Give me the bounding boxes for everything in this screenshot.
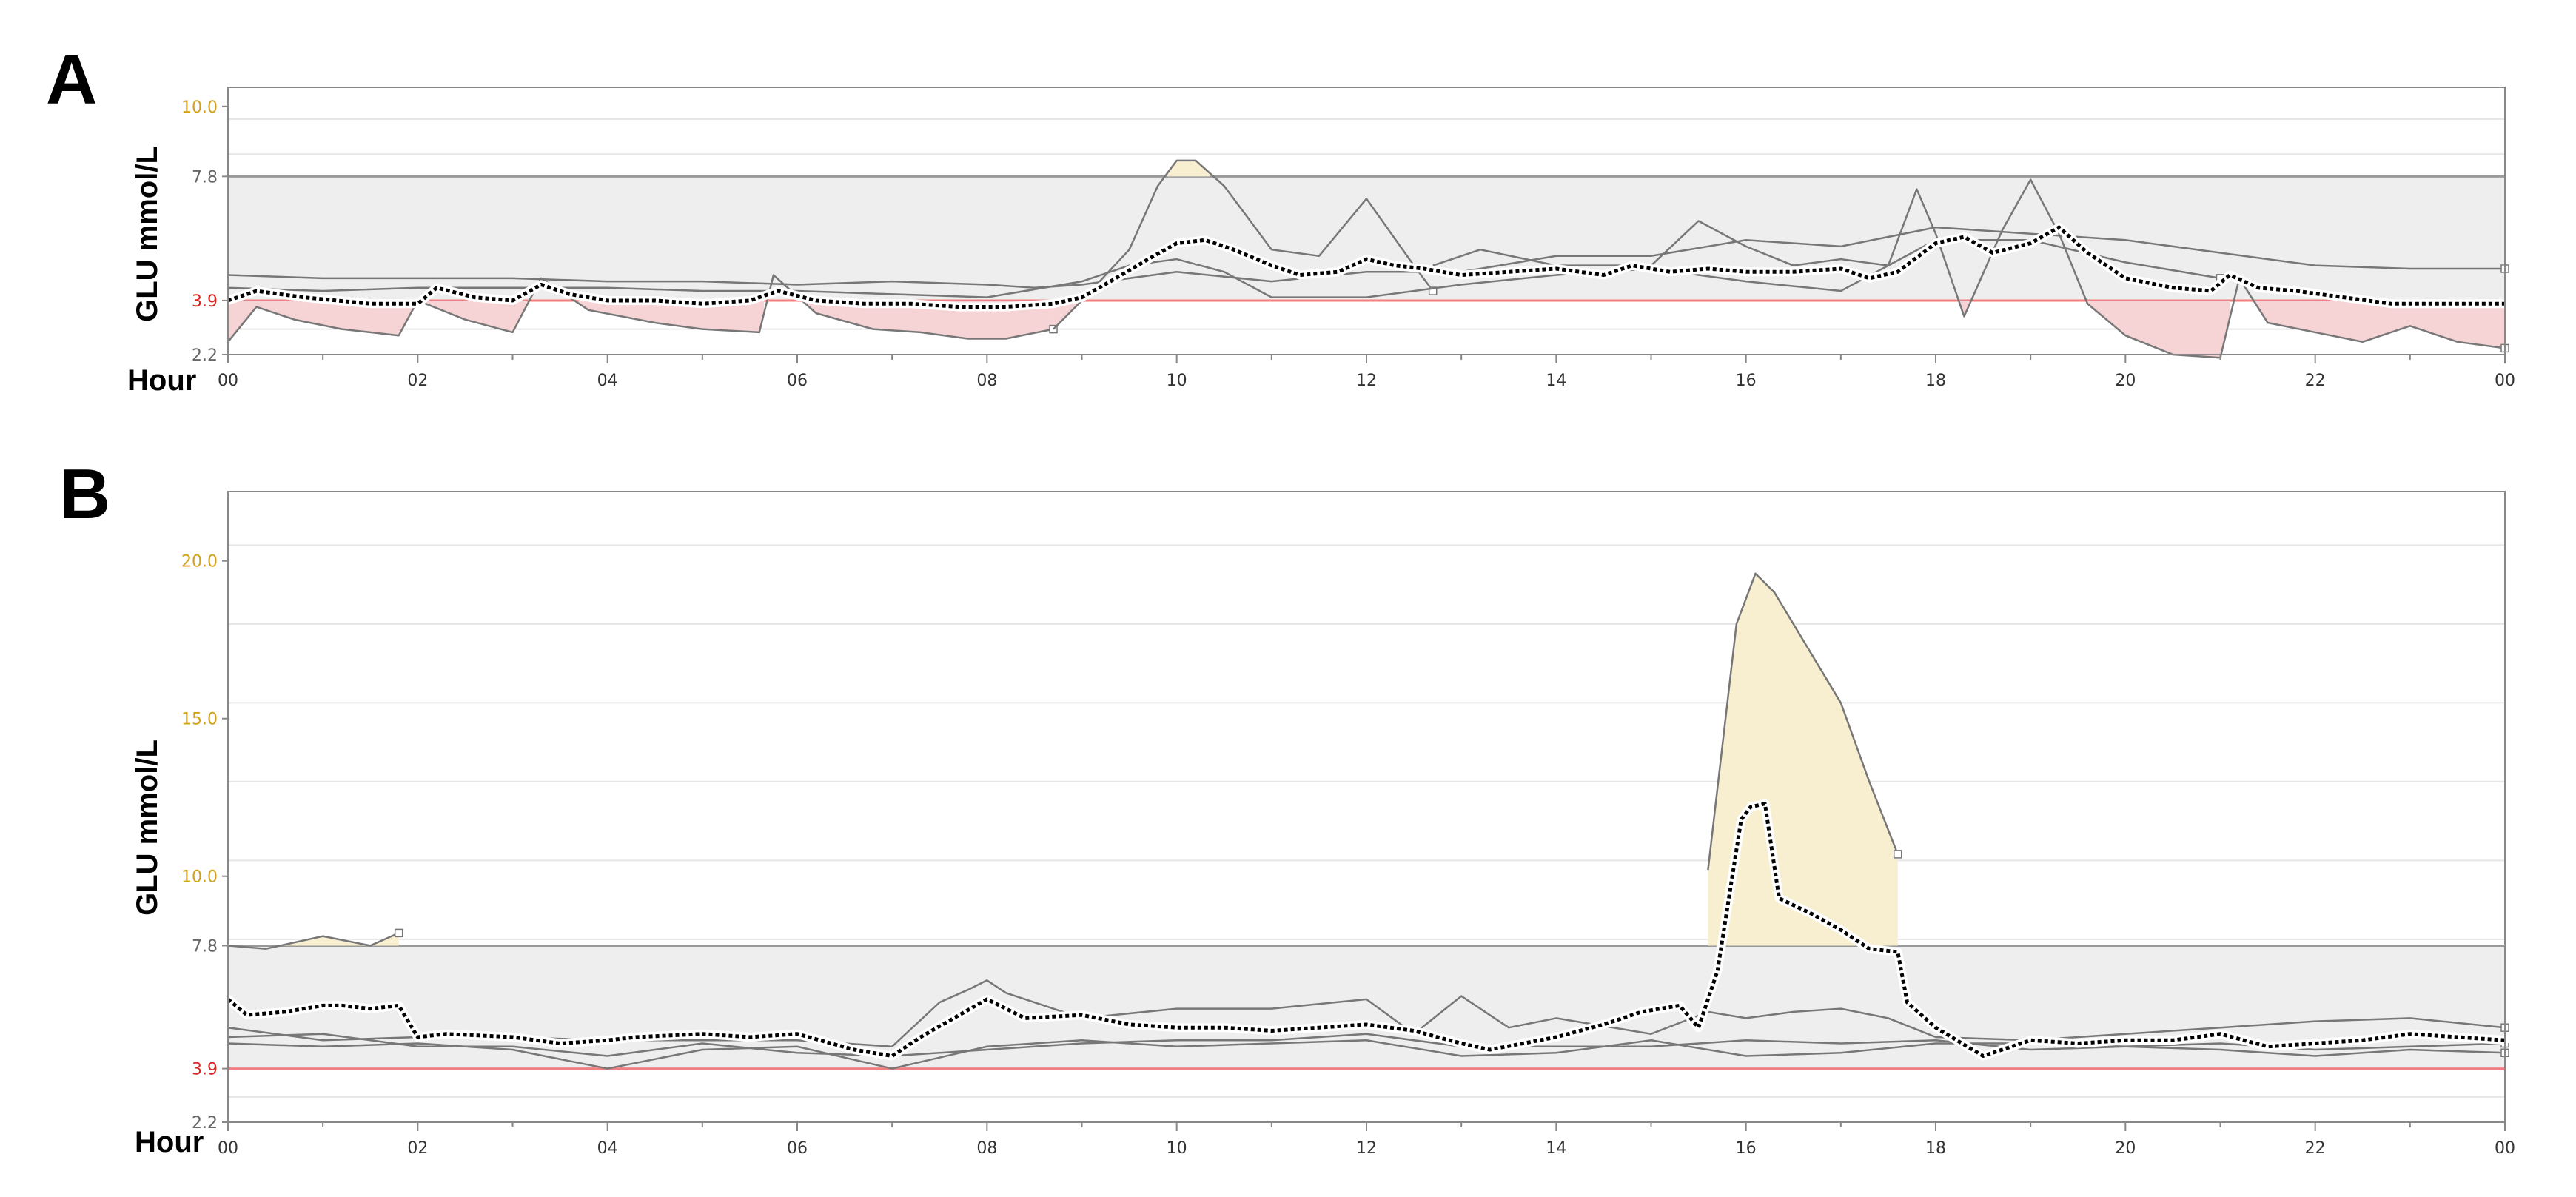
panel-b-x-tick-label: 10 bbox=[1167, 1139, 1187, 1158]
panel-a-trace-line-5 bbox=[227, 239, 2221, 298]
panel-b: B GLU mmol/L Hour 2.2 3.9 7.8 10.0 15.0 20.0 0… bbox=[59, 455, 2515, 1159]
panel-b-y-axis-title: GLU mmol/L bbox=[131, 740, 164, 916]
panel-a-median-line bbox=[227, 225, 2505, 309]
panel-a-x-tick-label: 04 bbox=[597, 372, 618, 390]
panel-b-plot-area: 2.2 3.9 7.8 10.0 15.0 20.0 00 02 04 06 08 10 12 14 16 1… bbox=[181, 491, 2515, 1158]
panel-b-median-line bbox=[227, 802, 2506, 1059]
panel-a-letter: A bbox=[46, 40, 97, 119]
panel-a-x-tick-label: 16 bbox=[1736, 372, 1757, 390]
panel-a-x-tick-label: 18 bbox=[1925, 372, 1946, 390]
panel-b-y-tick-label: 2.2 bbox=[192, 1114, 218, 1133]
panel-a-x-tick-label: 00 bbox=[2495, 372, 2515, 390]
panel-b-trace-end-marker bbox=[394, 928, 403, 938]
panel-b-x-tick-label: 02 bbox=[407, 1139, 428, 1158]
panel-b-trace-line-1 bbox=[227, 932, 400, 950]
panel-b-x-tick-label: 20 bbox=[2115, 1139, 2136, 1158]
panel-b-x-tick-label: 16 bbox=[1736, 1139, 1757, 1158]
panel-a-x-tick-label: 20 bbox=[2115, 372, 2136, 390]
panel-a-y-tick-label: 10.0 bbox=[181, 98, 218, 117]
panel-b-x-tick-label: 14 bbox=[1546, 1139, 1566, 1158]
panel-a-x-tick-label: 00 bbox=[218, 372, 238, 390]
panel-b-y-tick-label: 20.0 bbox=[181, 553, 218, 571]
panel-b-x-tick-label: 06 bbox=[787, 1139, 808, 1158]
panel-a-x-tick-label: 22 bbox=[2305, 372, 2326, 390]
panel-b-x-tick-label: 22 bbox=[2305, 1139, 2326, 1158]
panel-a-trace-line-2 bbox=[1053, 159, 1434, 330]
panel-a-x-tick-label: 10 bbox=[1167, 372, 1187, 390]
panel-a-low-shade bbox=[228, 300, 527, 342]
panel-a-y-tick-label: 7.8 bbox=[192, 168, 218, 187]
panel-b-x-axis-title: Hour bbox=[135, 1126, 204, 1159]
panel-b-y-tick-label: 3.9 bbox=[192, 1061, 218, 1079]
panel-a-low-shade bbox=[1959, 300, 1969, 317]
panel-b-x-tick-label: 04 bbox=[597, 1139, 618, 1158]
panel-b-trace-line-5 bbox=[227, 1039, 2506, 1070]
panel-a-x-tick-label: 14 bbox=[1546, 372, 1566, 390]
panel-a-low-shade bbox=[2087, 300, 2230, 358]
panel-b-high-shade bbox=[284, 933, 399, 946]
panel-b-trace-line-2 bbox=[1707, 572, 1899, 871]
panel-a-x-tick-label: 02 bbox=[407, 372, 428, 390]
panel-a-y-tick-label: 3.9 bbox=[192, 292, 218, 311]
panel-a-plot-area: 2.2 3.9 7.8 10.0 00 02 04 06 08 10 12 14 16 18 20 22 00 bbox=[181, 87, 2515, 390]
panel-b-x-tick-label: 18 bbox=[1925, 1139, 1946, 1158]
panel-b-x-tick-label: 08 bbox=[976, 1139, 997, 1158]
panel-b-high-shade bbox=[1708, 573, 1898, 946]
panel-b-x-tick-label: 00 bbox=[2495, 1139, 2515, 1158]
panel-b-x-tick-label: 12 bbox=[1356, 1139, 1377, 1158]
panel-a-low-shade bbox=[579, 300, 765, 332]
panel-a-trace-line-3 bbox=[1432, 178, 2506, 359]
panel-b-y-tick-label: 10.0 bbox=[181, 868, 218, 887]
panel-a-trace-line-1 bbox=[227, 274, 1054, 343]
panel-b-y-tick-label: 7.8 bbox=[192, 937, 218, 956]
panel-b-target-band bbox=[228, 945, 2505, 1069]
panel-b-trace-end-marker bbox=[1893, 850, 1902, 859]
panel-b-x-tick-label: 00 bbox=[218, 1139, 238, 1158]
panel-a-x-tick-label: 08 bbox=[976, 372, 997, 390]
panel-b-letter: B bbox=[59, 455, 110, 534]
panel-a-x-axis-title: Hour bbox=[127, 364, 196, 397]
panel-a-y-tick-label: 2.2 bbox=[192, 346, 218, 365]
panel-a-x-tick-label: 12 bbox=[1356, 372, 1377, 390]
panel-b-y-tick-label: 15.0 bbox=[181, 711, 218, 729]
panel-a-trace-end-marker bbox=[1428, 286, 1438, 295]
panel-a-x-tick-label: 06 bbox=[787, 372, 808, 390]
panel-a-y-axis-title: GLU mmol/L bbox=[131, 146, 164, 322]
panel-a: A GLU mmol/L Hour 2.2 3.9 7.8 10.0 00 02 04 06 0… bbox=[46, 40, 2515, 397]
